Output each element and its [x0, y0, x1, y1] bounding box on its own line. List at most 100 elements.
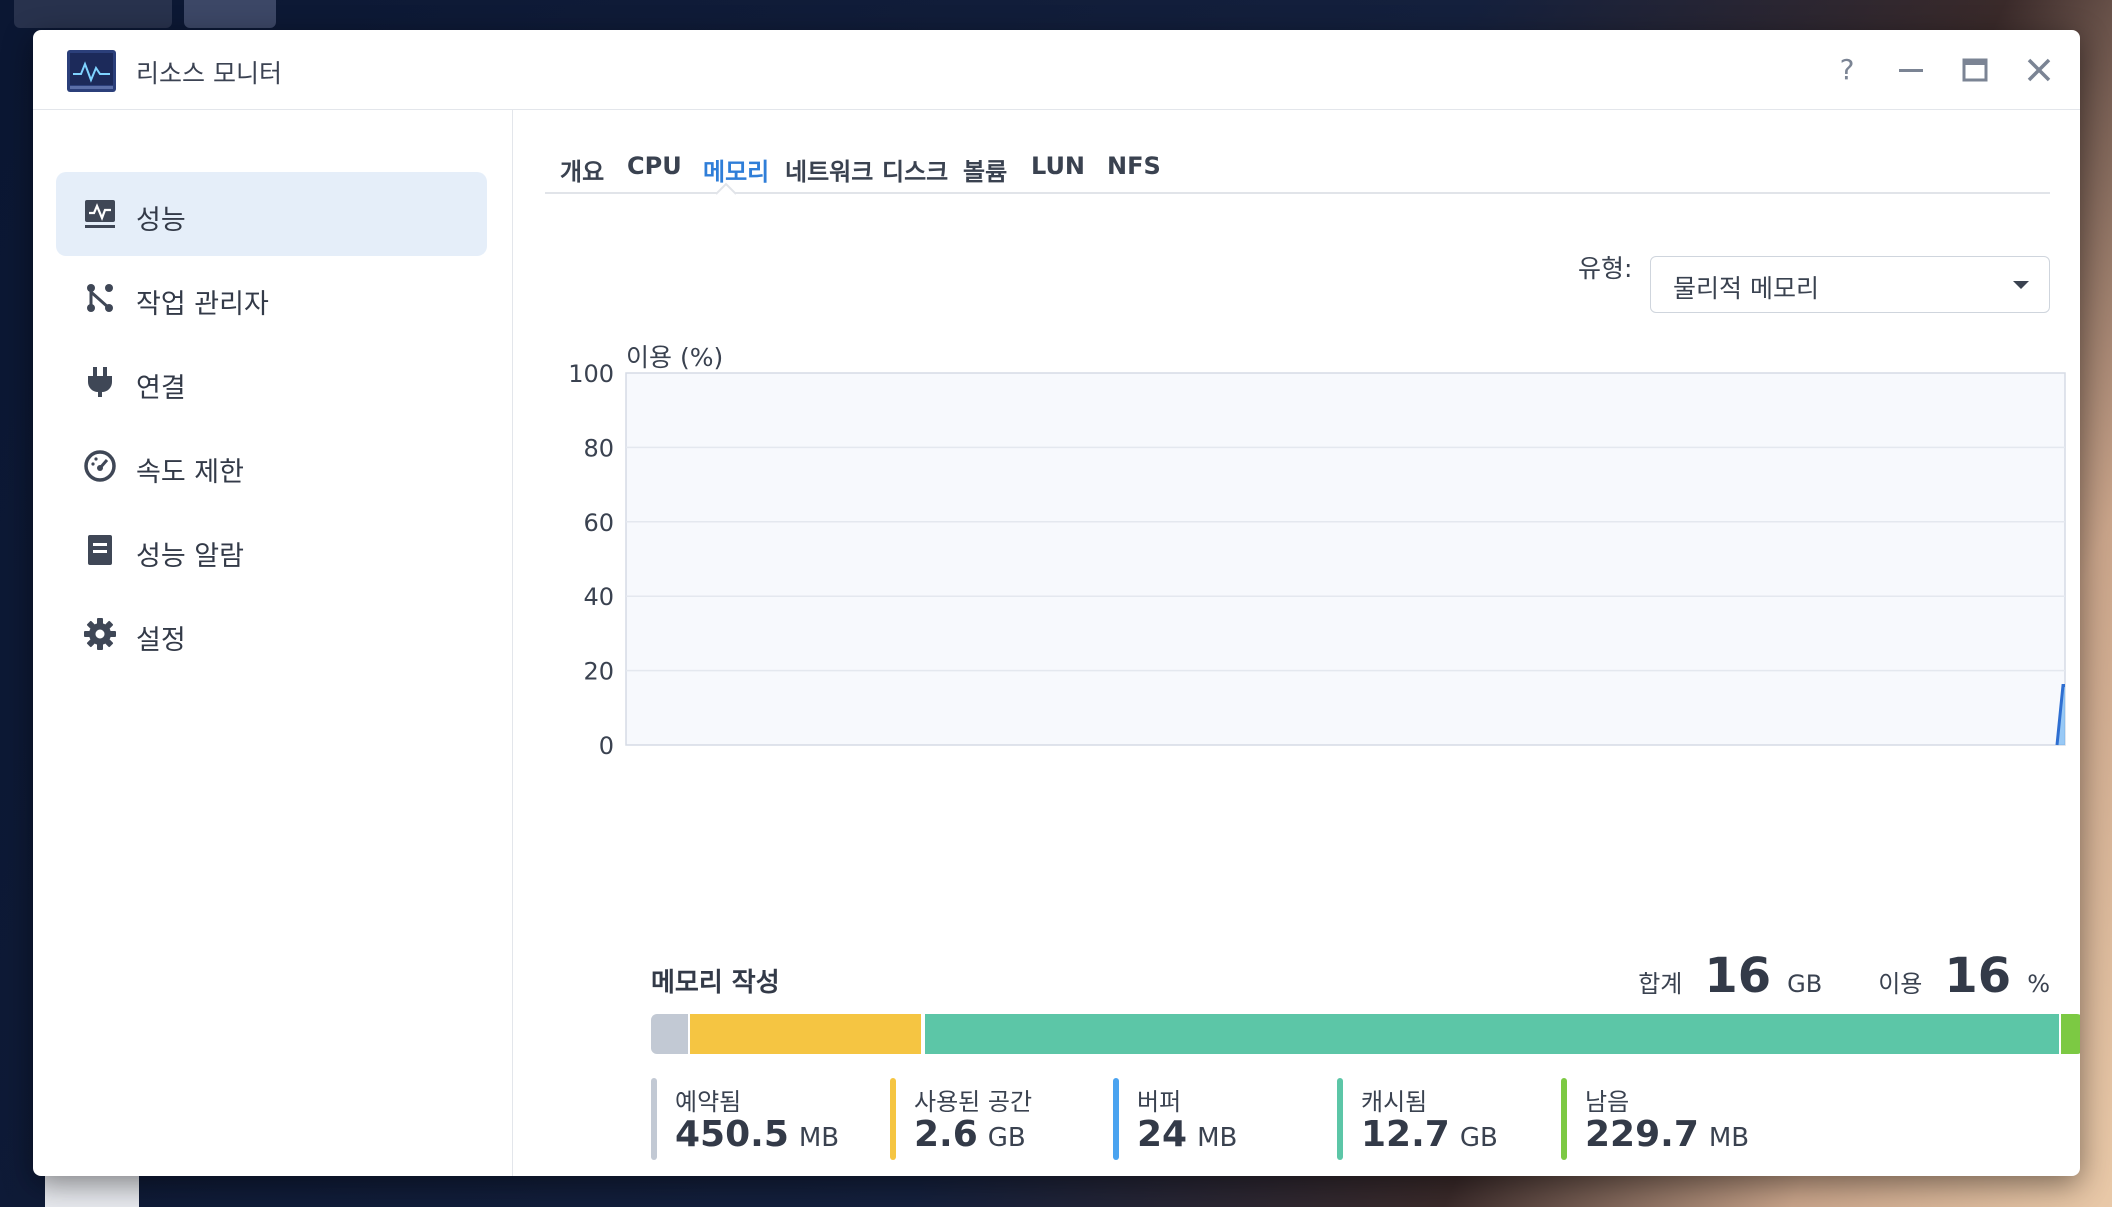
- y-tick-label: 0: [599, 732, 614, 760]
- total-value: 16: [1704, 948, 1772, 1004]
- legend-unit: MB: [1708, 1123, 1750, 1153]
- legend-label: 남음: [1585, 1088, 1630, 1116]
- legend-cached-swatch: [1337, 1078, 1343, 1160]
- tab-overview[interactable]: 개요: [560, 158, 605, 186]
- usage-label: 이용: [1878, 970, 1923, 998]
- legend-unit: GB: [987, 1123, 1026, 1153]
- type-select[interactable]: 물리적 메모리: [1650, 256, 2050, 313]
- composition-title: 메모리 작성: [651, 968, 780, 998]
- tab-volume[interactable]: 볼륨: [963, 158, 1008, 186]
- minimize-button[interactable]: [1893, 52, 1929, 88]
- legend-value: 12.7 GB: [1361, 1114, 1498, 1155]
- y-tick-label: 60: [583, 509, 614, 537]
- legend-used-swatch: [890, 1078, 896, 1160]
- alarm-document-icon: [88, 535, 112, 565]
- legend-value: 450.5 MB: [675, 1114, 839, 1155]
- tab-lun[interactable]: LUN: [1031, 152, 1086, 180]
- legend-number: 450.5: [675, 1114, 789, 1155]
- composition-segment-buffer: [923, 1014, 926, 1054]
- maximize-button[interactable]: [1957, 52, 1993, 88]
- legend-value: 24 MB: [1137, 1114, 1237, 1155]
- tab-memory[interactable]: 메모리: [703, 158, 770, 186]
- plug-icon: [88, 367, 112, 397]
- desktop-taskbar-button[interactable]: [14, 0, 172, 28]
- y-axis-label: 이용 (%): [626, 343, 723, 372]
- total-unit: GB: [1787, 970, 1823, 998]
- close-icon: [2027, 58, 2051, 82]
- sidebar-item-connections[interactable]: 연결: [56, 340, 487, 424]
- legend-label: 사용된 공간: [914, 1088, 1033, 1116]
- memory-composition-bar: [651, 1014, 2080, 1054]
- chevron-down-icon: [2013, 281, 2029, 289]
- sidebar-item-performance[interactable]: 성능: [56, 172, 487, 256]
- tab-disk[interactable]: 디스크: [882, 158, 949, 186]
- legend-unit: GB: [1459, 1123, 1498, 1153]
- legend-number: 229.7: [1585, 1114, 1699, 1155]
- performance-icon: [85, 200, 115, 228]
- y-tick-label: 20: [583, 658, 614, 686]
- legend-label: 캐시됨: [1361, 1088, 1428, 1116]
- sidebar-item-task-manager[interactable]: 작업 관리자: [56, 256, 487, 340]
- legend-number: 2.6: [914, 1114, 978, 1155]
- legend-value: 2.6 GB: [914, 1114, 1026, 1155]
- help-button[interactable]: ?: [1839, 53, 1855, 86]
- legend-free-swatch: [1561, 1078, 1567, 1160]
- legend-label: 예약됨: [675, 1088, 742, 1116]
- total-label: 합계: [1638, 970, 1683, 998]
- desktop-taskbar-button-active[interactable]: [184, 0, 276, 28]
- memory-usage-chart: 0 20 40 60 80 100 이용 (%): [568, 343, 2066, 760]
- window-title: 리소스 모니터: [136, 59, 282, 88]
- speedometer-icon: [84, 450, 116, 482]
- legend-free: 남음 229.7 MB: [1561, 1078, 1749, 1160]
- memory-legend: 예약됨 450.5 MB 사용된 공간 2.6 GB 버퍼 24 MB 캐시됨 12.…: [651, 1078, 2080, 1162]
- main-panel: 개요 CPU 메모리 네트워크 디스크 볼륨 LUN NFS 유형: 물리적 메…: [514, 110, 2080, 1176]
- sidebar-item-performance-alarm[interactable]: 성능 알람: [56, 508, 487, 592]
- tab-network[interactable]: 네트워크: [785, 158, 874, 186]
- composition-segment-cached: [925, 1014, 2062, 1054]
- usage-value: 16: [1944, 948, 2012, 1004]
- usage-unit: %: [2027, 970, 2050, 998]
- legend-buffer: 버퍼 24 MB: [1113, 1078, 1237, 1160]
- legend-used: 사용된 공간 2.6 GB: [890, 1078, 1032, 1160]
- sidebar-item-label: 성능 알람: [136, 541, 244, 572]
- task-manager-icon: [87, 284, 113, 312]
- legend-label: 버퍼: [1137, 1088, 1182, 1116]
- composition-segment-reserved: [651, 1014, 691, 1054]
- maximize-icon: [1962, 58, 1988, 82]
- series-line: [2055, 683, 2065, 746]
- sidebar-item-label: 작업 관리자: [136, 289, 269, 320]
- composition-summary: 합계 16 GB 이용 16 %: [1638, 948, 2050, 1004]
- legend-unit: MB: [798, 1123, 840, 1153]
- legend-number: 24: [1137, 1114, 1188, 1155]
- sidebar-item-speed-limit[interactable]: 속도 제한: [56, 424, 487, 508]
- y-tick-label: 40: [583, 583, 614, 611]
- y-tick-label: 100: [568, 360, 614, 388]
- gear-icon: [84, 618, 116, 650]
- legend-reserved: 예약됨 450.5 MB: [651, 1078, 839, 1160]
- sidebar-item-label: 속도 제한: [136, 457, 244, 488]
- close-button[interactable]: [2021, 52, 2057, 88]
- resource-monitor-app-icon: [67, 50, 116, 92]
- composition-segment-used: [690, 1014, 924, 1054]
- resource-monitor-window: 리소스 모니터 ? 성능 작업 관리자: [33, 30, 2080, 1176]
- sidebar: 성능 작업 관리자 연결 속도 제한: [33, 110, 513, 1176]
- tab-nfs[interactable]: NFS: [1107, 152, 1161, 180]
- tab-cpu[interactable]: CPU: [627, 152, 682, 180]
- minimize-icon: [1899, 69, 1923, 72]
- type-select-value: 물리적 메모리: [1673, 274, 1819, 303]
- composition-segment-free: [2061, 1014, 2080, 1054]
- sidebar-item-label: 성능: [136, 205, 186, 236]
- sidebar-item-label: 설정: [136, 625, 186, 656]
- legend-buffer-swatch: [1113, 1078, 1119, 1160]
- type-filter-label: 유형:: [1578, 254, 1633, 283]
- legend-reserved-swatch: [651, 1078, 657, 1160]
- legend-cached: 캐시됨 12.7 GB: [1337, 1078, 1498, 1160]
- active-tab-indicator-icon: [716, 182, 736, 195]
- legend-unit: MB: [1197, 1123, 1238, 1153]
- chart-plot-area: [625, 372, 2066, 746]
- title-bar: 리소스 모니터 ?: [33, 30, 2080, 110]
- tab-bar: 개요 CPU 메모리 네트워크 디스크 볼륨 LUN NFS: [545, 146, 2050, 195]
- sidebar-item-settings[interactable]: 설정: [56, 592, 487, 676]
- legend-number: 12.7: [1361, 1114, 1450, 1155]
- legend-value: 229.7 MB: [1585, 1114, 1749, 1155]
